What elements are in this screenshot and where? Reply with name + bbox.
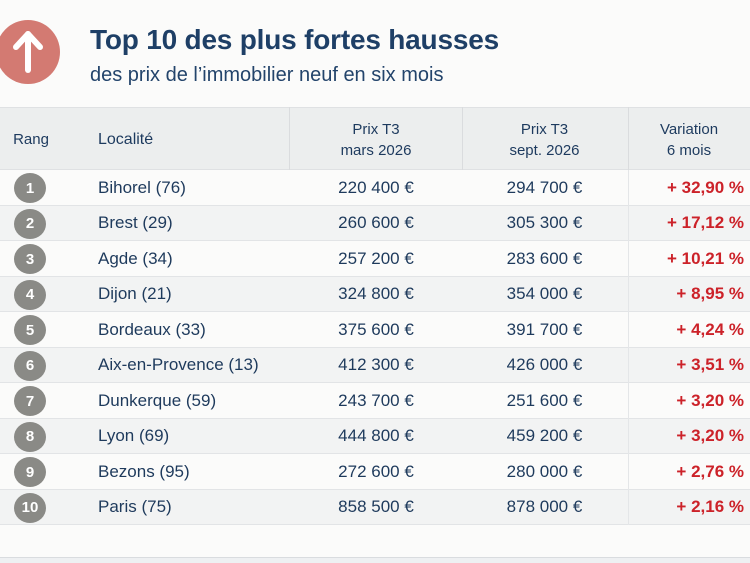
locality-cell: Bezons (95) <box>98 461 190 481</box>
column-header-rank-label: Rang <box>13 131 49 148</box>
locality-cell: Bordeaux (33) <box>98 319 206 339</box>
column-header-locality: Localité <box>98 108 278 171</box>
table-row: 3 Agde (34) 257 200 € 283 600 € + 10,21 … <box>0 241 750 277</box>
price-march-cell: 375 600 € <box>338 319 414 339</box>
locality-cell: Lyon (69) <box>98 426 170 445</box>
table-body: 1 Bihorel (76) 220 400 € 294 700 € + 32,… <box>0 170 750 525</box>
price-march-cell: 220 400 € <box>338 177 414 197</box>
locality-cell: Dijon (21) <box>98 284 172 303</box>
column-header-rank: Rang <box>0 108 62 171</box>
variation-cell: + 8,95 % <box>676 284 744 303</box>
price-march-cell: 243 700 € <box>338 390 414 410</box>
variation-cell: + 3,20 % <box>676 426 744 445</box>
table-row: 4 Dijon (21) 324 800 € 354 000 € + 8,95 … <box>0 276 750 312</box>
table-row: 2 Brest (29) 260 600 € 305 300 € + 17,12… <box>0 205 750 241</box>
price-march-cell: 272 600 € <box>338 461 414 481</box>
price-march-cell: 260 600 € <box>338 213 414 232</box>
column-header-variation-line1: Variation <box>659 120 719 138</box>
column-divider <box>628 170 629 525</box>
variation-cell: + 10,21 % <box>666 248 744 268</box>
locality-cell: Dunkerque (59) <box>98 390 217 410</box>
variation-cell: + 2,16 % <box>676 497 744 516</box>
table-row: 6 Aix-en-Provence (13) 412 300 € 426 000… <box>0 347 750 383</box>
arrow-up-icon <box>0 20 60 84</box>
price-march-cell: 324 800 € <box>338 284 414 303</box>
column-header-variation-line2: 6 mois <box>666 141 712 159</box>
rank-badge: 3 <box>14 244 46 274</box>
header: Top 10 des plus fortes hausses des prix … <box>0 0 750 104</box>
column-header-price-september-line1: Prix T3 <box>520 120 569 138</box>
column-header-price-march: Prix T3 mars 2026 <box>290 108 462 171</box>
column-divider <box>289 107 290 170</box>
column-header-price-september-line2: sept. 2026 <box>509 141 580 159</box>
page-subtitle: des prix de l’immobilier neuf en six moi… <box>90 64 444 86</box>
locality-cell: Brest (29) <box>98 213 173 232</box>
rank-badge: 5 <box>14 315 46 345</box>
rank-badge: 4 <box>14 279 46 310</box>
page-title: Top 10 des plus fortes hausses <box>90 24 499 55</box>
column-header-price-march-line1: Prix T3 <box>352 120 400 138</box>
variation-cell: + 4,24 % <box>676 319 744 339</box>
column-divider <box>628 107 629 170</box>
price-september-cell: 283 600 € <box>506 248 583 268</box>
rank-badge: 1 <box>14 173 46 203</box>
rank-badge: 2 <box>14 208 46 239</box>
column-header-locality-label: Localité <box>98 131 154 148</box>
variation-cell: + 2,76 % <box>676 461 744 481</box>
price-september-cell: 305 300 € <box>506 213 583 232</box>
locality-cell: Aix-en-Provence (13) <box>98 355 259 374</box>
price-september-cell: 251 600 € <box>506 390 583 410</box>
table-header: Rang Localité Prix T3 mars 2026 Prix T3 … <box>0 107 750 170</box>
rank-badge: 9 <box>14 457 46 487</box>
column-divider <box>462 107 463 170</box>
price-september-cell: 391 700 € <box>506 319 583 339</box>
locality-cell: Paris (75) <box>98 497 172 516</box>
variation-cell: + 17,12 % <box>666 213 744 232</box>
price-september-cell: 354 000 € <box>506 284 583 303</box>
price-march-cell: 444 800 € <box>338 426 414 445</box>
column-header-variation: Variation 6 mois <box>628 108 750 171</box>
table-row: 5 Bordeaux (33) 375 600 € 391 700 € + 4,… <box>0 312 750 348</box>
table-row: 7 Dunkerque (59) 243 700 € 251 600 € + 3… <box>0 383 750 419</box>
table-row: 10 Paris (75) 858 500 € 878 000 € + 2,16… <box>0 489 750 525</box>
price-september-cell: 294 700 € <box>506 177 583 197</box>
rank-badge: 8 <box>14 421 46 452</box>
price-september-cell: 878 000 € <box>506 497 583 516</box>
table-row: 9 Bezons (95) 272 600 € 280 000 € + 2,76… <box>0 454 750 490</box>
rank-badge: 6 <box>14 350 46 381</box>
price-march-cell: 858 500 € <box>338 497 414 516</box>
column-header-price-september: Prix T3 sept. 2026 <box>462 108 627 171</box>
price-september-cell: 426 000 € <box>506 355 583 374</box>
variation-cell: + 3,51 % <box>676 355 744 374</box>
price-march-cell: 412 300 € <box>338 355 414 374</box>
table-row: 1 Bihorel (76) 220 400 € 294 700 € + 32,… <box>0 170 750 206</box>
price-march-cell: 257 200 € <box>338 248 414 268</box>
variation-cell: + 3,20 % <box>676 390 744 410</box>
price-september-cell: 459 200 € <box>506 426 583 445</box>
rank-badge: 10 <box>14 492 46 523</box>
variation-cell: + 32,90 % <box>666 177 744 197</box>
rank-badge: 7 <box>14 386 46 416</box>
locality-cell: Bihorel (76) <box>98 177 186 197</box>
table-row: 8 Lyon (69) 444 800 € 459 200 € + 3,20 % <box>0 418 750 454</box>
locality-cell: Agde (34) <box>98 248 173 268</box>
column-header-price-march-line2: mars 2026 <box>340 141 412 159</box>
price-september-cell: 280 000 € <box>506 461 583 481</box>
